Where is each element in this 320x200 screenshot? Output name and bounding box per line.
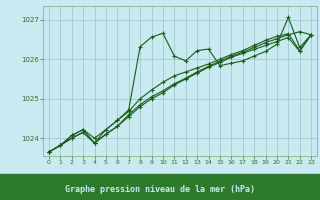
Text: Graphe pression niveau de la mer (hPa): Graphe pression niveau de la mer (hPa) <box>65 184 255 194</box>
